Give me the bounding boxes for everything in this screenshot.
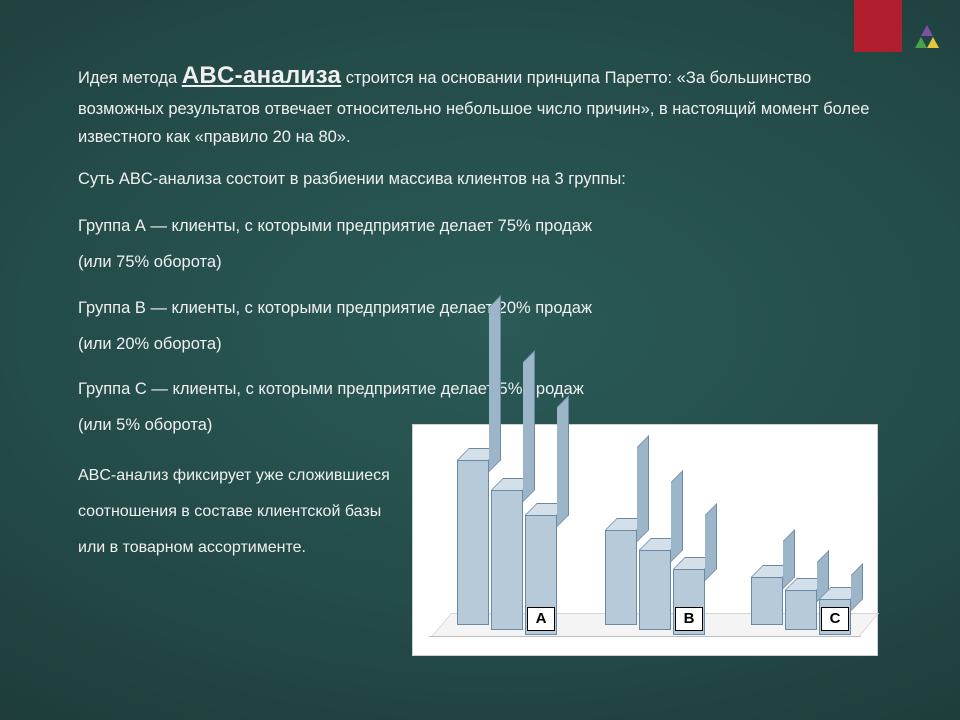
corner-logo [912, 22, 942, 52]
intro-prefix: Идея метода [78, 69, 182, 87]
bottom-paragraph: ABC-анализ фиксирует уже сложившиеся соо… [78, 458, 408, 566]
cluster-label: C [821, 607, 849, 631]
group-b-line1: Группа В — клиенты, с которыми предприят… [78, 295, 888, 323]
group-a-line2: (или 75% оборота) [78, 249, 888, 277]
group-c-line1: Группа С — клиенты, с которыми предприят… [78, 376, 888, 404]
corner-ribbon [854, 0, 902, 52]
logo-tri-left-icon [915, 37, 927, 48]
logo-tri-right-icon [927, 37, 939, 48]
intro-title: ABC-анализа [182, 62, 341, 89]
intro-paragraph: Идея метода ABC-анализа строится на осно… [78, 56, 888, 152]
group-b-line2: (или 20% оборота) [78, 331, 888, 359]
cluster-label: B [675, 607, 703, 631]
cluster-label: A [527, 607, 555, 631]
group-a-line1: Группа А — клиенты, с которыми предприят… [78, 213, 888, 241]
subtitle: Суть ABC-анализа состоит в разбиении мас… [78, 166, 888, 194]
logo-tri-top-icon [921, 25, 933, 36]
abc-bar-chart: A B C [412, 424, 878, 656]
